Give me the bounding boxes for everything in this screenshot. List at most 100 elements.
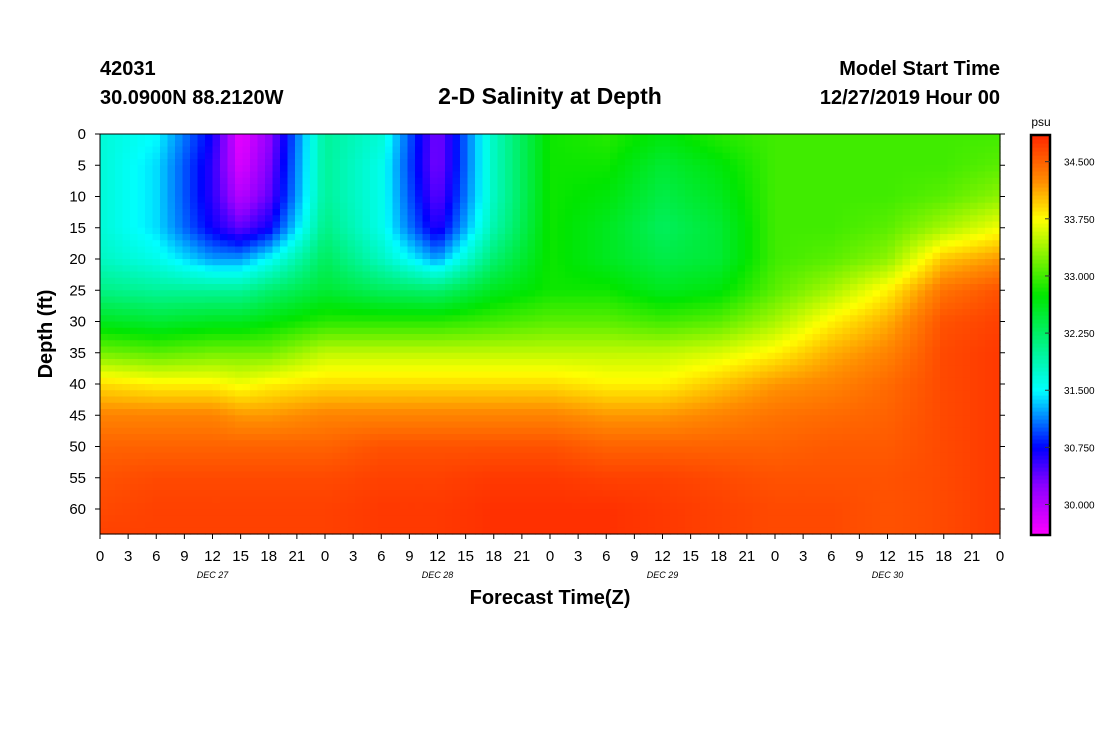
heatmap-cell [377, 240, 386, 248]
heatmap-cell [197, 390, 206, 398]
heatmap-cell [152, 340, 161, 348]
heatmap-cell [167, 346, 176, 354]
heatmap-cell [332, 296, 341, 304]
heatmap-cell [482, 490, 491, 498]
heatmap-cell [377, 402, 386, 410]
heatmap-cell [212, 290, 221, 298]
heatmap-cell [265, 465, 274, 473]
heatmap-cell [572, 515, 581, 523]
heatmap-cell [362, 315, 371, 323]
heatmap-cell [647, 502, 656, 510]
heatmap-cell [535, 390, 544, 398]
heatmap-cell [107, 459, 116, 466]
heatmap-cell [122, 190, 131, 198]
heatmap-cell [482, 171, 491, 179]
heatmap-cell [655, 246, 664, 254]
heatmap-cell [467, 196, 476, 204]
heatmap-cell [640, 471, 649, 479]
heatmap-cell [130, 221, 139, 229]
heatmap-cell [602, 334, 611, 341]
heatmap-cell [370, 240, 379, 248]
heatmap-cell [370, 427, 379, 435]
heatmap-cell [520, 346, 529, 354]
heatmap-cell [235, 340, 244, 348]
heatmap-cell [595, 396, 604, 404]
heatmap-cell [317, 415, 326, 423]
heatmap-cell [145, 284, 154, 291]
heatmap-cell [452, 209, 461, 216]
heatmap-cell [310, 240, 319, 248]
heatmap-cell [445, 527, 454, 535]
heatmap-cell [497, 434, 506, 441]
heatmap-cell [325, 327, 334, 335]
heatmap-cell [355, 340, 364, 348]
heatmap-cell [272, 502, 281, 510]
heatmap-cell [212, 271, 221, 279]
heatmap-cell [565, 515, 574, 523]
heatmap-cell [580, 146, 589, 154]
heatmap-cell [272, 146, 281, 154]
heatmap-cell [370, 440, 379, 448]
heatmap-cell [617, 427, 626, 435]
heatmap-cell [220, 296, 229, 304]
heatmap-cell [182, 396, 191, 404]
heatmap-cell [100, 434, 109, 441]
heatmap-cell [595, 215, 604, 223]
heatmap-cell [527, 459, 536, 466]
heatmap-cell [175, 384, 184, 391]
heatmap-cell [482, 365, 491, 373]
heatmap-cell [505, 246, 514, 254]
heatmap-cell [130, 271, 139, 279]
heatmap-cell [242, 527, 251, 535]
heatmap-cell [587, 502, 596, 510]
heatmap-cell [475, 390, 484, 398]
heatmap-cell [565, 377, 574, 385]
heatmap-cell [422, 171, 431, 179]
heatmap-cell [115, 202, 124, 210]
heatmap-cell [212, 184, 221, 191]
heatmap-cell [625, 184, 634, 191]
heatmap-cell [190, 496, 199, 504]
heatmap-cell [347, 340, 356, 348]
heatmap-cell [182, 427, 191, 435]
heatmap-cell [385, 234, 394, 241]
heatmap-cell [617, 346, 626, 354]
heatmap-cell [610, 434, 619, 441]
heatmap-cell [437, 340, 446, 348]
heatmap-cell [610, 371, 619, 379]
heatmap-cell [602, 496, 611, 504]
heatmap-cell [235, 271, 244, 279]
heatmap-cell [535, 277, 544, 285]
heatmap-cell [655, 327, 664, 335]
heatmap-cell [220, 234, 229, 241]
heatmap-cell [437, 515, 446, 523]
heatmap-cell [475, 177, 484, 185]
heatmap-cell [677, 234, 686, 241]
heatmap-cell [250, 196, 259, 204]
heatmap-cell [115, 259, 124, 266]
heatmap-cell [205, 521, 214, 529]
heatmap-cell [137, 471, 146, 479]
heatmap-cell [145, 409, 154, 416]
heatmap-cell [460, 334, 469, 341]
heatmap-cell [362, 196, 371, 204]
heatmap-cell [407, 215, 416, 223]
heatmap-cell [535, 471, 544, 479]
heatmap-cell [220, 427, 229, 435]
heatmap-cell [677, 421, 686, 429]
heatmap-cell [602, 309, 611, 316]
heatmap-cell [145, 196, 154, 204]
heatmap-cell [167, 477, 176, 485]
heatmap-cell [235, 152, 244, 160]
heatmap-cell [647, 246, 656, 254]
heatmap-cell [572, 209, 581, 216]
heatmap-cell [400, 196, 409, 204]
heatmap-cell [632, 234, 641, 241]
heatmap-cell [130, 284, 139, 291]
heatmap-cell [310, 446, 319, 454]
heatmap-cell [392, 196, 401, 204]
heatmap-cell [520, 509, 529, 516]
heatmap-cell [167, 321, 176, 329]
heatmap-cell [557, 390, 566, 398]
heatmap-cell [602, 521, 611, 529]
